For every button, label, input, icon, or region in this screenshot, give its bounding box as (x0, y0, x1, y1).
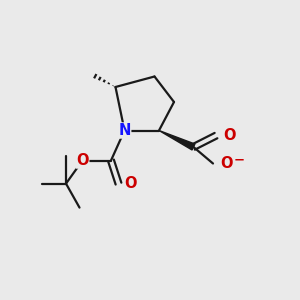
Text: O: O (220, 156, 233, 171)
Polygon shape (159, 130, 195, 150)
Text: N: N (118, 123, 131, 138)
Text: O: O (124, 176, 136, 191)
Text: O: O (76, 153, 89, 168)
Text: −: − (233, 153, 244, 167)
Text: O: O (224, 128, 236, 143)
